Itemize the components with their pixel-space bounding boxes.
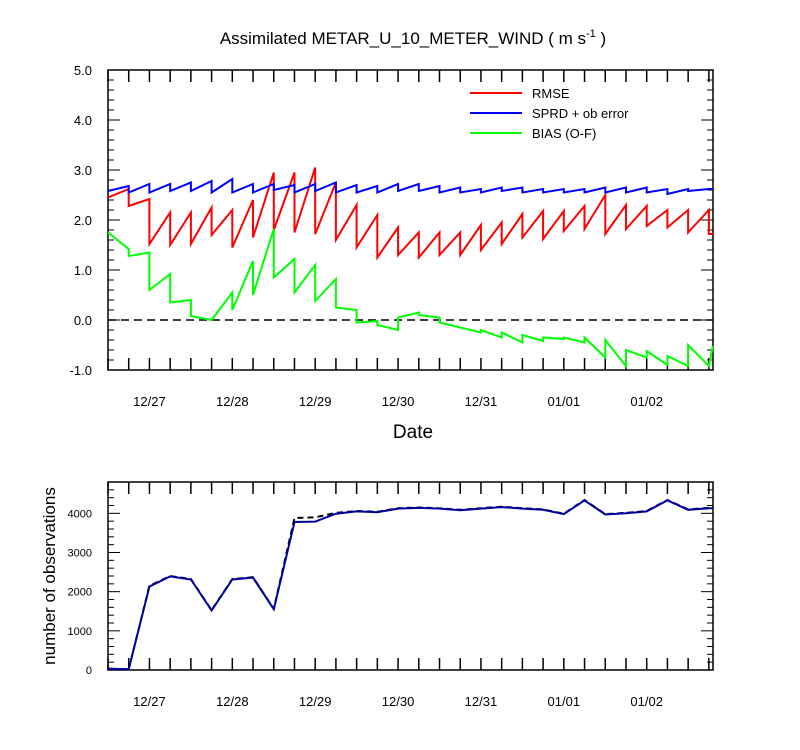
chart-title: Assimilated METAR_U_10_METER_WIND ( m s-… bbox=[220, 28, 606, 48]
top-x-tick-label: 12/27 bbox=[133, 394, 166, 409]
bottom-x-tick-label: 01/01 bbox=[548, 694, 581, 709]
top-y-tick-label: 0.0 bbox=[74, 313, 92, 328]
bottom-x-tick-label: 12/27 bbox=[133, 694, 166, 709]
bottom-y-tick-label: 1000 bbox=[68, 626, 92, 638]
series-line-rmse bbox=[107, 167, 713, 261]
legend-label: RMSE bbox=[532, 86, 570, 101]
top-y-tick-label: 1.0 bbox=[74, 263, 92, 278]
bottom-y-tick-label: 0 bbox=[86, 665, 92, 677]
series-line-observations-used bbox=[107, 499, 713, 671]
bottom-x-tick-label: 12/28 bbox=[216, 694, 249, 709]
bottom-x-tick-label: 12/31 bbox=[465, 694, 498, 709]
bottom-x-tick-label: 12/30 bbox=[382, 694, 415, 709]
bottom-x-tick-label: 01/02 bbox=[630, 694, 663, 709]
top-x-tick-label: 12/29 bbox=[299, 394, 332, 409]
bottom-y-tick-label: 4000 bbox=[68, 508, 92, 520]
bottom-y-tick-label: 2000 bbox=[68, 587, 92, 599]
legend-label: BIAS (O-F) bbox=[532, 126, 596, 141]
top-x-axis-label: Date bbox=[393, 422, 433, 443]
bottom-plot-frame bbox=[107, 481, 714, 671]
series-line-observations-possible bbox=[107, 498, 713, 671]
top-x-tick-label: 12/30 bbox=[382, 394, 415, 409]
top-x-tick-label: 12/31 bbox=[465, 394, 498, 409]
bottom-y-axis-label: number of observations bbox=[40, 487, 59, 665]
series-line-bias-o-f- bbox=[107, 228, 714, 369]
bottom-x-tick-label: 12/29 bbox=[299, 694, 332, 709]
top-y-tick-label: -1.0 bbox=[70, 363, 92, 378]
top-x-tick-label: 01/01 bbox=[548, 394, 581, 409]
top-x-tick-label: 01/02 bbox=[630, 394, 663, 409]
top-y-tick-label: 2.0 bbox=[74, 213, 92, 228]
top-chart: -1.0 0.0 1.0 2.0 3.0 4.0 5.0 12/27 12/28 12/29 12/… bbox=[70, 63, 714, 409]
series-line-sprd-ob-error bbox=[107, 177, 713, 196]
bottom-chart: 0 1000 2000 3000 4000 12/27 12/28 12/29 12/30 12/… bbox=[68, 481, 714, 709]
top-y-tick-label: 3.0 bbox=[74, 163, 92, 178]
top-x-tick-label: 12/28 bbox=[216, 394, 249, 409]
top-y-tick-label: 5.0 bbox=[74, 63, 92, 78]
legend-label: SPRD + ob error bbox=[532, 106, 629, 121]
top-y-tick-label: 4.0 bbox=[74, 113, 92, 128]
bottom-y-tick-label: 3000 bbox=[68, 548, 92, 560]
